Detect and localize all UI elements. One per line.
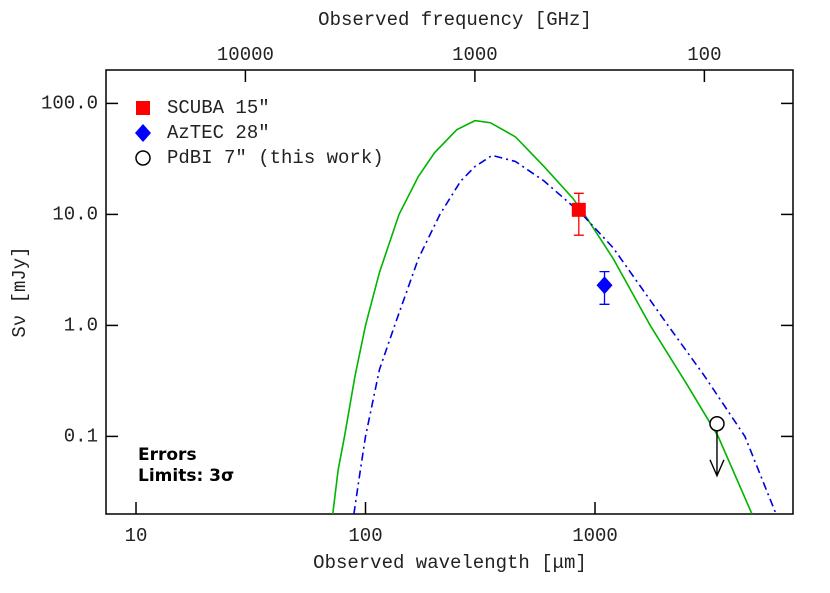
legend-label: PdBI 7″ (this work) bbox=[167, 147, 384, 169]
model-curve bbox=[353, 154, 777, 514]
x-tick-label: 10 bbox=[125, 525, 148, 547]
marker bbox=[571, 202, 586, 217]
legend-label: SCUBA 15″ bbox=[167, 97, 270, 119]
model-curve bbox=[331, 119, 753, 514]
y-tick-label: 0.1 bbox=[64, 425, 98, 447]
x-tick-label: 1000 bbox=[572, 525, 618, 547]
y-axis-title: Sν [mJy] bbox=[9, 246, 31, 337]
plot-frame bbox=[105, 69, 794, 515]
marker bbox=[135, 124, 151, 142]
x-tick-label: 100 bbox=[348, 525, 382, 547]
top-axis-title: Observed frequency [GHz] bbox=[318, 9, 592, 31]
x-axis-title: Observed wavelength [μm] bbox=[313, 552, 587, 574]
upper-limit-arrow bbox=[709, 423, 725, 478]
y-tick-label: 10.0 bbox=[52, 203, 98, 225]
plot-area bbox=[331, 119, 777, 514]
x2-tick-label: 100 bbox=[687, 44, 721, 66]
marker bbox=[136, 101, 150, 115]
annotation: Limits: 3σ bbox=[138, 466, 234, 486]
marker bbox=[135, 150, 151, 166]
y-tick-label: 1.0 bbox=[64, 314, 98, 336]
y-tick-label: 100.0 bbox=[41, 92, 98, 114]
annotation: Errors bbox=[138, 445, 197, 465]
marker bbox=[709, 416, 725, 432]
x2-tick-label: 10000 bbox=[217, 44, 274, 66]
legend-label: AzTEC 28″ bbox=[167, 122, 270, 144]
x2-tick-label: 1000 bbox=[452, 44, 498, 66]
marker bbox=[596, 276, 613, 295]
